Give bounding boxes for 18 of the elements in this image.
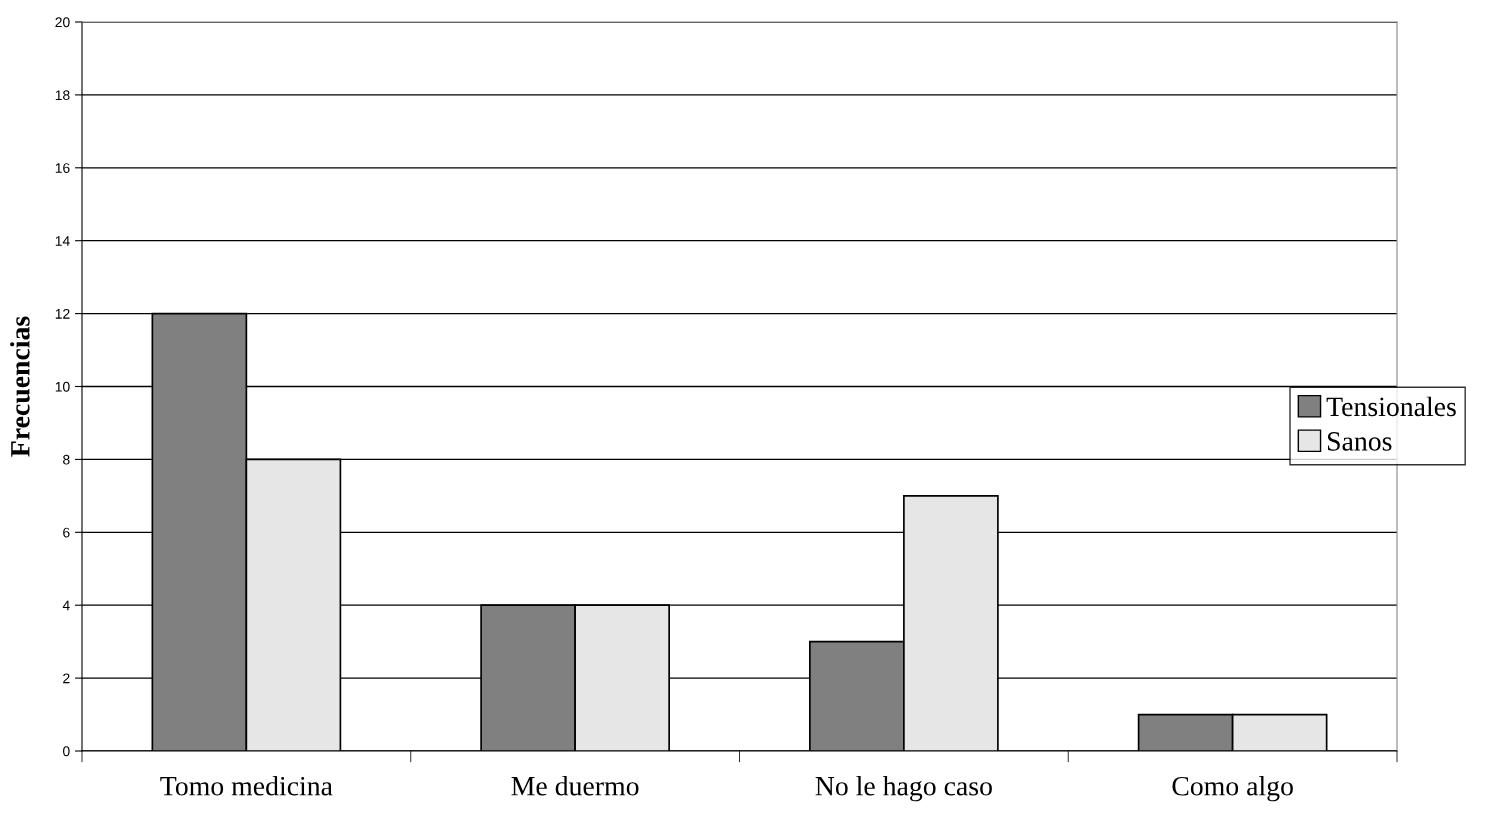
y-axis-title: Frecuencias bbox=[10, 316, 30, 457]
y-tick-label: 16 bbox=[55, 163, 70, 173]
y-tick-label: 14 bbox=[55, 236, 70, 246]
x-tick-label: Tomo medicina bbox=[160, 776, 333, 796]
y-tick-label: 0 bbox=[63, 746, 70, 757]
y-tick-label: 2 bbox=[63, 673, 70, 684]
y-tick-label: 12 bbox=[55, 308, 70, 319]
y-tick-label: 8 bbox=[63, 454, 70, 465]
y-tick-label: 20 bbox=[55, 17, 70, 28]
y-tick-label: 18 bbox=[55, 90, 70, 101]
legend-label: Sanos bbox=[1327, 432, 1392, 451]
x-tick-label: No le hago caso bbox=[815, 776, 992, 802]
x-tick-label: Como algo bbox=[1172, 776, 1293, 802]
x-tick-label: Me duermo bbox=[511, 776, 639, 796]
y-tick-label: 6 bbox=[63, 527, 70, 538]
legend-label: Tensionales bbox=[1326, 396, 1456, 417]
y-tick-label: 10 bbox=[55, 381, 70, 392]
y-tick-label: 4 bbox=[62, 600, 70, 611]
